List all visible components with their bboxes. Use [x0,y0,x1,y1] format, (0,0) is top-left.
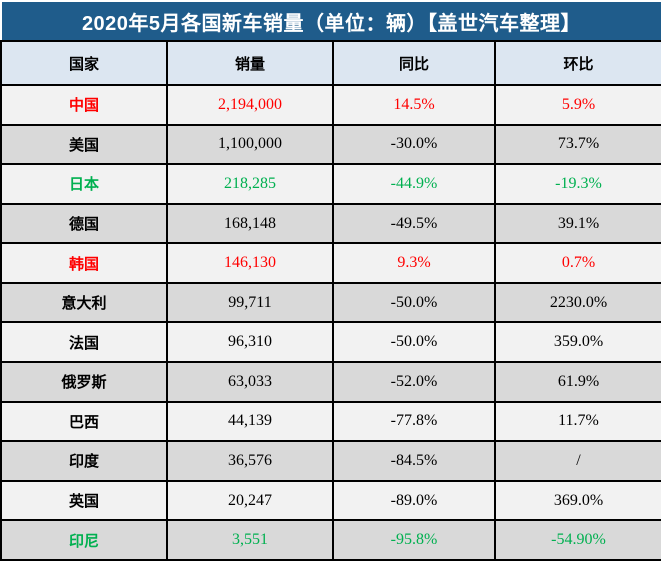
table-row: 印度 36,576 -84.5% / [0,440,661,482]
header-row: 国家 销量 同比 环比 [0,40,661,86]
col-header-country: 国家 [0,40,168,86]
table-row: 德国 168,148 -49.5% 39.1% [0,202,661,245]
table-row: 俄罗斯 63,033 -52.0% 61.9% [0,361,661,403]
cell-country: 韩国 [0,242,168,284]
page-title: 2020年5月各国新车销量（单位：辆）【盖世汽车整理】 [81,12,582,35]
cell-sales: 1,100,000 [166,123,334,166]
cell-yoy: -44.9% [332,163,496,205]
table-row: 韩国 146,130 9.3% 0.7% [0,242,661,284]
cell-sales: 20,247 [166,479,334,522]
cell-mom: 2230.0% [494,281,661,324]
cell-mom: 5.9% [494,84,661,126]
cell-sales: 3,551 [166,519,334,561]
cell-mom: 369.0% [494,479,661,522]
cell-yoy: -50.0% [332,281,496,324]
cell-mom: 73.7% [494,123,661,166]
cell-mom: / [494,440,661,482]
title-bar: 2020年5月各国新车销量（单位：辆）【盖世汽车整理】 [2,2,661,40]
cell-yoy: -84.5% [332,440,496,482]
table-row: 意大利 99,711 -50.0% 2230.0% [0,281,661,324]
cell-mom: 61.9% [494,361,661,403]
table-row: 英国 20,247 -89.0% 369.0% [0,479,661,522]
cell-yoy: -49.5% [332,202,496,245]
cell-country: 中国 [0,84,168,126]
cell-country: 日本 [0,163,168,205]
table-row: 巴西 44,139 -77.8% 11.7% [0,400,661,443]
cell-country: 巴西 [0,400,168,443]
cell-mom: 11.7% [494,400,661,443]
col-header-yoy: 同比 [332,40,496,86]
table-row: 法国 96,310 -50.0% 359.0% [0,321,661,364]
cell-yoy: -30.0% [332,123,496,166]
cell-mom: -19.3% [494,163,661,205]
cell-yoy: 14.5% [332,84,496,126]
col-header-mom: 环比 [494,40,661,86]
sales-table: 国家 销量 同比 环比 中国 2,194,000 14.5% 5.9% 美国 1,100,… [0,40,661,561]
cell-yoy: -77.8% [332,400,496,443]
cell-country: 法国 [0,321,168,364]
cell-yoy: -50.0% [332,321,496,364]
table-row: 印尼 3,551 -95.8% -54.90% [0,519,661,561]
cell-country: 意大利 [0,281,168,324]
cell-country: 英国 [0,479,168,522]
cell-yoy: -52.0% [332,361,496,403]
cell-country: 俄罗斯 [0,361,168,403]
cell-sales: 218,285 [166,163,334,205]
table-body: 中国 2,194,000 14.5% 5.9% 美国 1,100,000 -30.0% 73.… [0,84,661,561]
cell-yoy: -95.8% [332,519,496,561]
cell-sales: 168,148 [166,202,334,245]
cell-sales: 44,139 [166,400,334,443]
cell-yoy: -89.0% [332,479,496,522]
cell-country: 印尼 [0,519,168,561]
cell-yoy: 9.3% [332,242,496,284]
table-row: 日本 218,285 -44.9% -19.3% [0,163,661,205]
cell-sales: 63,033 [166,361,334,403]
cell-sales: 99,711 [166,281,334,324]
cell-sales: 2,194,000 [166,84,334,126]
cell-sales: 96,310 [166,321,334,364]
cell-mom: 359.0% [494,321,661,364]
cell-country: 美国 [0,123,168,166]
col-header-sales: 销量 [166,40,334,86]
cell-sales: 36,576 [166,440,334,482]
cell-sales: 146,130 [166,242,334,284]
cell-country: 印度 [0,440,168,482]
table-row: 中国 2,194,000 14.5% 5.9% [0,84,661,126]
cell-mom: 39.1% [494,202,661,245]
cell-mom: 0.7% [494,242,661,284]
cell-mom: -54.90% [494,519,661,561]
cell-country: 德国 [0,202,168,245]
table-row: 美国 1,100,000 -30.0% 73.7% [0,123,661,166]
